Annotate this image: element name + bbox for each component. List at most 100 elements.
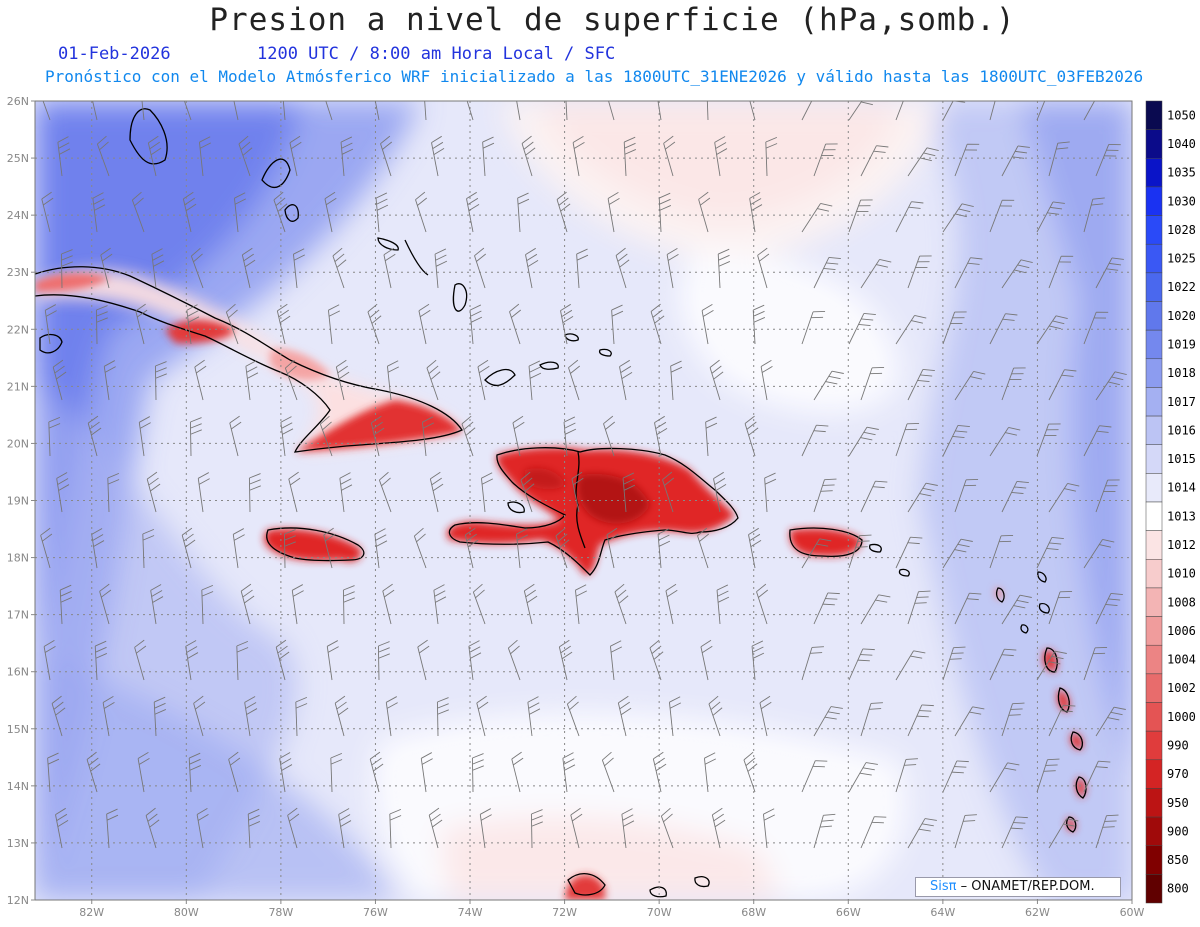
wind-barb	[436, 697, 449, 737]
wind-barb	[623, 136, 637, 177]
wind-barb	[102, 695, 115, 737]
wind-barb	[340, 136, 354, 177]
wind-barb	[525, 247, 539, 289]
wind-barb	[476, 695, 489, 737]
wind-barb	[279, 752, 293, 793]
colorbar-swatch	[1145, 759, 1163, 789]
wind-barb	[1095, 371, 1127, 401]
wind-barb	[273, 191, 288, 233]
wind-barb	[668, 696, 682, 737]
colorbar-swatch	[1145, 100, 1163, 130]
wind-barb	[1036, 315, 1068, 345]
wind-barb	[1001, 367, 1026, 401]
wind-barb	[603, 415, 616, 457]
lon-tick-label: 64W	[930, 906, 955, 919]
wind-barb	[92, 192, 106, 233]
wind-barb	[860, 367, 885, 401]
colorbar-label: 1040	[1167, 137, 1196, 151]
wind-barb	[282, 101, 286, 121]
wind-barb	[477, 359, 490, 401]
wind-barb	[51, 695, 66, 737]
wind-barb	[466, 101, 474, 121]
wind-barb	[711, 807, 726, 849]
wind-barb	[289, 135, 302, 177]
wind-barb	[1036, 758, 1060, 793]
wind-barb	[87, 415, 102, 457]
colorbar-label: 1022	[1167, 280, 1196, 294]
lon-tick-label: 78W	[268, 906, 293, 919]
wind-barb	[238, 135, 253, 177]
wind-barb	[367, 303, 382, 345]
wind-barb	[608, 101, 615, 121]
wind-barb	[1036, 536, 1064, 569]
wind-barb	[801, 646, 824, 681]
wind-barb	[1083, 539, 1115, 569]
colorbar-swatch	[1145, 243, 1163, 274]
lat-tick-label: 21N	[7, 380, 29, 393]
wind-barb	[942, 760, 969, 793]
wind-barb	[813, 143, 838, 177]
wind-barb	[1048, 591, 1073, 625]
wind-barb	[657, 101, 662, 121]
lat-tick-label: 12N	[7, 894, 29, 907]
wind-barb	[1048, 369, 1077, 401]
wind-barb	[652, 751, 667, 793]
wind-barb	[756, 583, 769, 625]
forecast-subtitle: Pronóstico con el Modelo Atmósferico WRF…	[45, 67, 1144, 86]
wind-barb	[621, 808, 635, 849]
wind-barb	[1083, 101, 1096, 121]
wind-barb	[606, 527, 619, 569]
wind-barb	[860, 816, 887, 849]
wind-barb	[611, 304, 624, 345]
wind-barb	[1048, 483, 1080, 513]
wind-barb	[657, 528, 671, 569]
colorbar-swatch	[1145, 473, 1163, 503]
wind-barb	[1001, 702, 1025, 737]
wind-barb	[848, 762, 878, 793]
colorbar-label: 970	[1167, 767, 1189, 781]
wind-barb	[42, 101, 51, 121]
colorbar-label: 1015	[1167, 452, 1196, 466]
wind-barb	[99, 583, 112, 625]
wind-barb	[562, 752, 576, 793]
wind-barb	[146, 471, 161, 513]
wind-barb	[92, 101, 98, 121]
wind-barb	[848, 534, 872, 569]
lat-tick-label: 20N	[7, 437, 29, 450]
wind-barb	[759, 695, 772, 737]
lat-tick-label: 17N	[7, 609, 29, 622]
wind-barb	[107, 472, 120, 513]
wind-barb	[275, 639, 290, 681]
lat-tick-label: 13N	[7, 837, 29, 850]
wind-barb	[801, 101, 813, 121]
wind-barb	[619, 359, 633, 401]
colorbar-swatch	[1145, 673, 1163, 703]
wind-barb	[44, 304, 57, 345]
colorbar-label: 1030	[1167, 194, 1196, 208]
wind-barb	[942, 646, 966, 681]
wind-barb	[895, 201, 924, 233]
wind-barb	[989, 199, 1015, 233]
wind-barb	[614, 583, 629, 625]
wind-barb	[1036, 101, 1046, 121]
wind-barb	[989, 762, 1020, 793]
wind-barb	[1083, 647, 1108, 681]
wind-barb	[708, 695, 723, 737]
wind-barb	[94, 640, 108, 681]
wind-barb	[91, 528, 105, 569]
wind-barb	[283, 529, 296, 569]
wind-barb	[989, 313, 1018, 345]
wind-barb	[507, 639, 521, 681]
lon-tick-label: 62W	[1025, 906, 1050, 919]
wind-barb	[511, 751, 524, 793]
colorbar-swatch	[1145, 387, 1163, 417]
colorbar-swatch	[1145, 186, 1163, 216]
wind-barb	[751, 640, 765, 681]
wind-barb	[138, 416, 151, 457]
wind-barb	[1083, 760, 1111, 793]
wind-barb	[954, 814, 977, 849]
colorbar-label: 850	[1167, 853, 1189, 867]
wind-barb	[479, 808, 492, 849]
wind-barb	[100, 247, 113, 289]
